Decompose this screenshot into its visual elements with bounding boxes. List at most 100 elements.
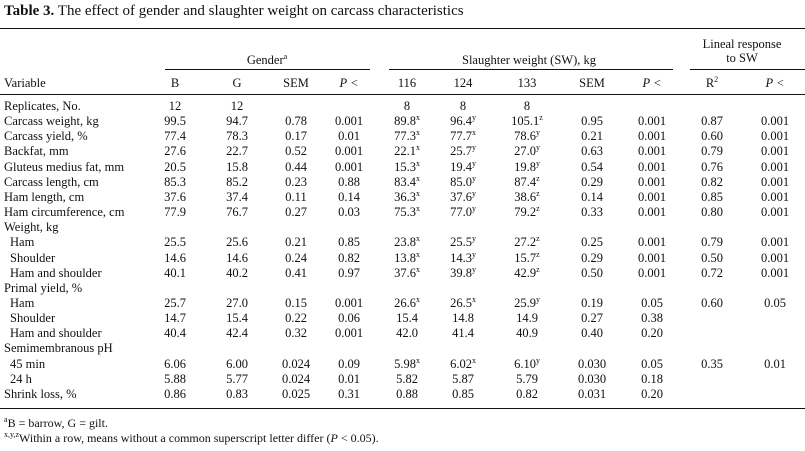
table-cell: 0.001 <box>637 265 667 280</box>
table-cell: 0.41 <box>285 265 307 280</box>
table-cell: 0.88 <box>396 386 418 401</box>
table-cell: 0.001 <box>760 174 790 189</box>
table-cell: 19.4y <box>450 158 476 174</box>
table-cell: 0.50 <box>701 250 723 265</box>
table-cell: 19.8y <box>514 158 540 174</box>
table-cell: 0.01 <box>338 129 360 144</box>
row-label: Carcass length, cm <box>4 174 99 189</box>
table-cell: 14.9 <box>516 311 538 326</box>
table-cell: 0.15 <box>285 295 307 310</box>
table-cell: 25.5 <box>164 235 186 250</box>
footnote-a: aB = barrow, G = gilt. <box>4 415 108 431</box>
row-label: 24 h <box>10 371 32 386</box>
table-title: Table 3. The effect of gender and slaugh… <box>4 3 464 20</box>
row-label: Ham <box>10 295 35 310</box>
row-label: Ham circumference, cm <box>4 205 125 220</box>
table-cell: 0.50 <box>581 265 603 280</box>
table-cell: 0.001 <box>760 265 790 280</box>
footnote-xyz: x,y,zWithin a row, means without a commo… <box>4 430 379 446</box>
table-cell: 0.79 <box>701 235 723 250</box>
table-cell: 0.60 <box>701 129 723 144</box>
table-cell: 85.2 <box>226 174 248 189</box>
table-cell: 94.7 <box>226 114 248 129</box>
table-cell: 15.7z <box>514 249 540 265</box>
table-cell: 0.001 <box>334 159 364 174</box>
table-cell: 14.6 <box>226 250 248 265</box>
table-cell: 0.29 <box>581 174 603 189</box>
table-cell: 77.9 <box>164 205 186 220</box>
table-cell: 0.001 <box>637 114 667 129</box>
table-cell: 0.031 <box>577 386 607 401</box>
table-cell: 0.01 <box>338 371 360 386</box>
table-cell: 22.7 <box>226 144 248 159</box>
table-cell: 77.7x <box>450 128 476 144</box>
table-cell: 0.001 <box>760 159 790 174</box>
column-header: P < <box>765 76 785 90</box>
table-cell: 0.31 <box>338 386 360 401</box>
table-cell: 79.2z <box>514 203 540 220</box>
table-cell: 0.21 <box>581 129 603 144</box>
table-cell: 0.001 <box>637 129 667 144</box>
table-cell: 25.7 <box>164 295 186 310</box>
table-cell: 8 <box>523 99 531 113</box>
table-cell: 25.5y <box>450 234 476 250</box>
group-header-gender: Gendera <box>246 51 288 67</box>
table-cell: 0.001 <box>637 144 667 159</box>
table-cell: 0.86 <box>164 386 186 401</box>
header-rule <box>0 94 805 95</box>
column-header: 124 <box>453 76 473 90</box>
column-header: P < <box>339 76 359 90</box>
sw-group-rule <box>389 69 673 70</box>
row-label: Semimembranous pH <box>4 341 113 356</box>
table-cell: 0.52 <box>285 144 307 159</box>
table-cell: 14.3y <box>450 249 476 265</box>
table-cell: 0.05 <box>764 295 786 310</box>
table-cell: 0.17 <box>285 129 307 144</box>
table-cell: 0.80 <box>701 205 723 220</box>
table-cell: 0.001 <box>334 144 364 159</box>
row-label: Shoulder <box>10 311 56 326</box>
table-cell: 15.8 <box>226 159 248 174</box>
table-cell: 5.88 <box>164 371 186 386</box>
table-cell: 0.24 <box>285 250 307 265</box>
table-cell: 0.29 <box>581 250 603 265</box>
table-cell: 0.27 <box>285 205 307 220</box>
table-cell: 99.5 <box>164 114 186 129</box>
row-label: Backfat, mm <box>4 144 69 159</box>
table-cell: 0.14 <box>338 189 360 204</box>
top-rule <box>0 28 805 29</box>
table-cell: 0.001 <box>760 250 790 265</box>
table-cell: 0.72 <box>701 265 723 280</box>
table-cell: 0.001 <box>334 326 364 341</box>
table-cell: 25.6 <box>226 235 248 250</box>
table-cell: 23.8x <box>394 234 420 250</box>
table-cell: 0.001 <box>760 205 790 220</box>
table-cell: 40.9 <box>516 326 538 341</box>
row-label: Shrink loss, % <box>4 386 77 401</box>
table-cell: 0.06 <box>338 311 360 326</box>
row-label: Ham length, cm <box>4 189 85 204</box>
table-cell: 0.78 <box>285 114 307 129</box>
group-header-slaughter-weight: Slaughter weight (SW), kg <box>461 53 597 67</box>
table-cell: 0.001 <box>637 205 667 220</box>
table-cell: 0.001 <box>334 295 364 310</box>
table-cell: 0.030 <box>577 371 607 386</box>
table-cell: 36.3x <box>394 188 420 204</box>
table-cell: 0.88 <box>338 174 360 189</box>
row-label: Replicates, No. <box>4 99 81 113</box>
row-label: Ham and shoulder <box>10 326 102 341</box>
table-cell: 85.0y <box>450 173 476 189</box>
table-cell: 0.22 <box>285 311 307 326</box>
table-cell: 0.025 <box>281 386 311 401</box>
table-cell: 0.82 <box>338 250 360 265</box>
table-cell: 0.23 <box>285 174 307 189</box>
table-cell: 0.001 <box>760 189 790 204</box>
table-cell: 0.001 <box>637 174 667 189</box>
table-cell: 0.001 <box>760 129 790 144</box>
row-label: Gluteus medius fat, mm <box>4 159 125 174</box>
column-header: 133 <box>517 76 537 90</box>
table-cell: 0.38 <box>641 311 663 326</box>
table-cell: 0.20 <box>641 326 663 341</box>
table-cell: 8 <box>459 99 467 113</box>
table-cell: 89.8x <box>394 112 420 129</box>
